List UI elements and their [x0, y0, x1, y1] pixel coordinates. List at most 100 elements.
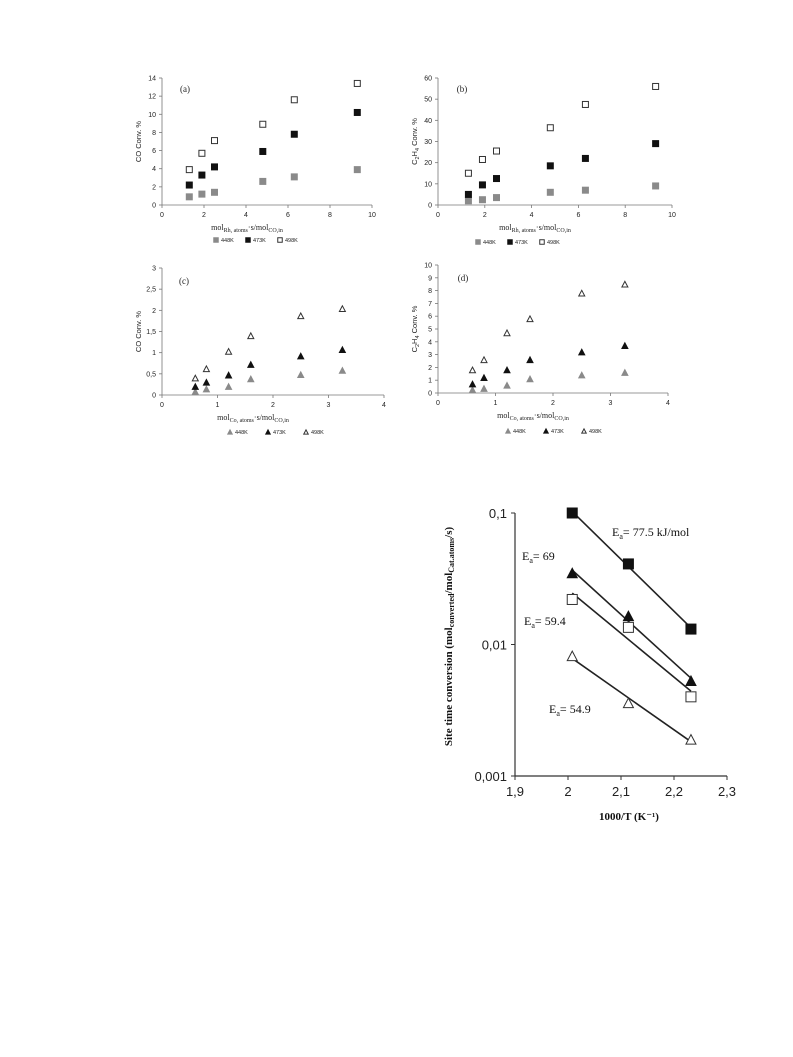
y-axis-title-group: C2H4 Conv. % — [410, 118, 421, 165]
series-square-open — [566, 592, 697, 703]
data-point — [468, 380, 477, 388]
panel-label: (c) — [179, 276, 189, 286]
y-tick-label: 60 — [424, 76, 432, 83]
fit-line — [571, 511, 692, 629]
x-tick-label: 2,3 — [718, 784, 736, 799]
y-tick-label: 6 — [152, 148, 156, 155]
data-point — [503, 381, 511, 389]
legend-label: 473K — [253, 238, 266, 244]
x-tick-label: 1,9 — [506, 784, 524, 799]
y-tick-label: 20 — [424, 160, 432, 167]
legend-marker — [245, 237, 251, 243]
legend-label: 498K — [285, 238, 298, 244]
data-point — [290, 130, 298, 138]
legend: 448K 473K 498K — [226, 428, 324, 436]
x-tick-label: 4 — [382, 402, 386, 409]
data-point — [468, 366, 477, 374]
series-473K — [468, 341, 629, 388]
data-point — [353, 108, 361, 116]
y-tick-label: 0 — [428, 391, 432, 398]
x-tick-label: 10 — [668, 212, 676, 219]
y-tick-label: 10 — [424, 263, 432, 270]
data-point — [353, 166, 361, 174]
series-448K — [468, 368, 629, 394]
data-point — [685, 674, 697, 687]
data-point — [493, 194, 500, 202]
series-square-black — [566, 507, 697, 635]
series-473K — [185, 108, 361, 189]
series-498K — [464, 82, 660, 177]
data-point — [622, 621, 634, 633]
data-point — [338, 345, 347, 354]
data-point — [185, 181, 193, 189]
y-tick-label: 7 — [428, 301, 432, 308]
y-tick-label: 3 — [428, 352, 432, 359]
data-point — [621, 280, 629, 288]
data-point — [478, 181, 486, 189]
y-tick-label: 0,5 — [146, 371, 156, 378]
data-point — [246, 360, 255, 368]
data-point — [246, 331, 255, 340]
x-tick-label: 0 — [160, 212, 164, 219]
x-tick-label: 2 — [202, 212, 206, 219]
x-tick-label: 4 — [244, 212, 248, 219]
data-point — [211, 137, 218, 145]
legend-label: 498K — [589, 429, 602, 435]
data-point — [198, 190, 206, 198]
panel-a: 0 2 4 6 8 10 12 14 0 2 4 6 8 10 (a) CO Conv. % molRh, at… — [134, 76, 376, 245]
data-point — [577, 289, 586, 297]
legend-label: 473K — [551, 429, 564, 435]
legend-label: 448K — [513, 429, 526, 435]
y-tick-label: 0,01 — [482, 638, 507, 653]
y-tick-label: 0 — [152, 393, 156, 400]
data-point — [259, 177, 267, 185]
legend: 448K 473K 498K — [504, 427, 602, 435]
data-point — [211, 163, 218, 171]
data-point — [202, 378, 211, 386]
activation-energy-label: Ea= 59.4 — [524, 614, 566, 630]
data-point — [296, 370, 305, 379]
x-axis-title: molRh, atoms·s/molCO,in — [499, 223, 571, 234]
x-tick-label: 1 — [216, 402, 220, 409]
y-axis-title: C2H4 Conv. % — [410, 305, 421, 352]
legend-marker — [264, 428, 272, 435]
legend-marker — [213, 237, 219, 243]
y-tick-label: 9 — [428, 275, 432, 282]
panel-d: 0 1 2 3 4 5 6 7 8 9 10 0 1 2 3 4 (d) C2H4 Conv. % molCo, a… — [410, 263, 670, 436]
data-point — [191, 382, 200, 390]
data-point — [566, 507, 578, 519]
series-498K — [191, 304, 347, 382]
data-point — [546, 124, 554, 132]
legend-marker — [226, 428, 234, 435]
y-axis-title: CO Conv. % — [134, 121, 143, 162]
series-473K — [191, 345, 347, 390]
x-tick-label: 2 — [551, 400, 555, 407]
legend-marker — [475, 239, 481, 245]
y-tick-label: 8 — [428, 288, 432, 295]
x-tick-label: 1 — [494, 400, 498, 407]
data-point — [290, 96, 298, 104]
y-tick-label: 2 — [428, 365, 432, 372]
data-point — [566, 650, 579, 662]
x-tick-label: 2 — [564, 784, 571, 799]
data-point — [621, 368, 629, 376]
y-axis-title: C2H4 Conv. % — [410, 118, 421, 165]
data-point — [581, 186, 589, 194]
legend-label: 498K — [547, 240, 560, 246]
y-axis-title: Site time conversion (molconverted/molCa… — [443, 527, 456, 747]
data-point — [622, 697, 635, 709]
y-tick-label: 3 — [152, 266, 156, 273]
data-point — [480, 384, 488, 392]
x-tick-label: 3 — [609, 400, 613, 407]
x-tick-label: 3 — [327, 402, 331, 409]
data-point — [652, 82, 660, 90]
panel-label: (b) — [457, 84, 468, 94]
x-axis-title: 1000/T (K⁻¹) — [599, 811, 659, 823]
data-point — [191, 387, 200, 395]
data-point — [493, 175, 500, 183]
panel-label: (a) — [180, 84, 190, 94]
x-axis-title: molCo, atoms·s/molCO,in — [497, 411, 569, 422]
data-point — [338, 304, 347, 312]
data-point — [577, 371, 586, 379]
